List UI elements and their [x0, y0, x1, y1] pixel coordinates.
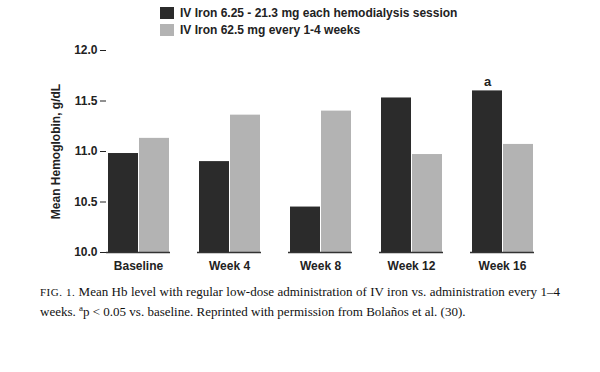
svg-text:11.5: 11.5: [75, 94, 98, 108]
svg-text:11.0: 11.0: [75, 144, 98, 158]
html-text:FIG. 1.Mean Hb level with regu: FIG. 1.Mean Hb level with regular low-do…: [40, 284, 560, 320]
html-text:IV Iron 6.25 - 21.3 mg each he: IV Iron 6.25 - 21.3 mg each hemodialysis…: [180, 5, 458, 20]
svg-text:Baseline: Baseline: [114, 259, 164, 273]
svg-text:Mean Hemoglobin, g/dL: Mean Hemoglobin, g/dL: [49, 84, 63, 219]
svg-text:Week 16: Week 16: [479, 259, 527, 273]
svg-text:a: a: [484, 74, 492, 89]
svg-text:Week 12: Week 12: [388, 259, 436, 273]
svg-text:10.0: 10.0: [74, 245, 98, 259]
svg-text:Week 8: Week 8: [300, 259, 341, 273]
svg-text:12.0: 12.0: [74, 43, 98, 57]
svg-text:Week 4: Week 4: [209, 259, 250, 273]
svg-text:10.5: 10.5: [74, 195, 98, 209]
html-text:IV Iron 62.5 mg every 1-4 week: IV Iron 62.5 mg every 1-4 weeks: [180, 22, 361, 37]
